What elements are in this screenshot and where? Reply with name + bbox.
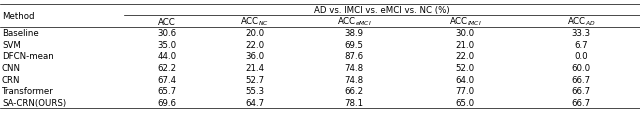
Text: 77.0: 77.0 bbox=[456, 87, 474, 96]
Text: 69.6: 69.6 bbox=[157, 98, 176, 107]
Text: 74.8: 74.8 bbox=[344, 64, 364, 73]
Text: DFCN-mean: DFCN-mean bbox=[2, 52, 54, 61]
Text: 62.2: 62.2 bbox=[157, 64, 176, 73]
Text: 6.7: 6.7 bbox=[574, 40, 588, 49]
Text: CRN: CRN bbox=[2, 75, 20, 84]
Text: 30.6: 30.6 bbox=[157, 29, 176, 38]
Text: 20.0: 20.0 bbox=[245, 29, 264, 38]
Text: 30.0: 30.0 bbox=[456, 29, 474, 38]
Text: $\mathrm{ACC}_{NC}$: $\mathrm{ACC}_{NC}$ bbox=[241, 16, 269, 28]
Text: 87.6: 87.6 bbox=[344, 52, 364, 61]
Text: 55.3: 55.3 bbox=[245, 87, 264, 96]
Text: AD vs. lMCI vs. eMCI vs. NC (%): AD vs. lMCI vs. eMCI vs. NC (%) bbox=[314, 6, 449, 15]
Text: SA-CRN(OURS): SA-CRN(OURS) bbox=[2, 98, 66, 107]
Text: 66.7: 66.7 bbox=[572, 98, 590, 107]
Text: 52.0: 52.0 bbox=[456, 64, 474, 73]
Text: $\mathrm{ACC}_{AD}$: $\mathrm{ACC}_{AD}$ bbox=[566, 16, 595, 28]
Text: 36.0: 36.0 bbox=[245, 52, 264, 61]
Text: 22.0: 22.0 bbox=[456, 52, 474, 61]
Text: 66.7: 66.7 bbox=[572, 75, 590, 84]
Text: 65.7: 65.7 bbox=[157, 87, 176, 96]
Text: 65.0: 65.0 bbox=[456, 98, 474, 107]
Text: Method: Method bbox=[2, 12, 35, 21]
Text: 66.2: 66.2 bbox=[344, 87, 364, 96]
Text: 0.0: 0.0 bbox=[574, 52, 588, 61]
Text: Transformer: Transformer bbox=[2, 87, 54, 96]
Text: 38.9: 38.9 bbox=[344, 29, 364, 38]
Text: 67.4: 67.4 bbox=[157, 75, 176, 84]
Text: 66.7: 66.7 bbox=[572, 87, 590, 96]
Text: CNN: CNN bbox=[2, 64, 21, 73]
Text: 74.8: 74.8 bbox=[344, 75, 364, 84]
Text: 69.5: 69.5 bbox=[344, 40, 364, 49]
Text: $\mathrm{ACC}_{lMCI}$: $\mathrm{ACC}_{lMCI}$ bbox=[449, 16, 481, 28]
Text: 64.0: 64.0 bbox=[456, 75, 474, 84]
Text: Baseline: Baseline bbox=[2, 29, 38, 38]
Text: 22.0: 22.0 bbox=[245, 40, 264, 49]
Text: 64.7: 64.7 bbox=[245, 98, 264, 107]
Text: 44.0: 44.0 bbox=[157, 52, 176, 61]
Text: 33.3: 33.3 bbox=[572, 29, 590, 38]
Text: 35.0: 35.0 bbox=[157, 40, 176, 49]
Text: $\mathrm{ACC}_{eMCI}$: $\mathrm{ACC}_{eMCI}$ bbox=[337, 16, 371, 28]
Text: ACC: ACC bbox=[158, 17, 175, 26]
Text: 21.4: 21.4 bbox=[245, 64, 264, 73]
Text: 52.7: 52.7 bbox=[245, 75, 264, 84]
Text: SVM: SVM bbox=[2, 40, 20, 49]
Text: 21.0: 21.0 bbox=[456, 40, 474, 49]
Text: 60.0: 60.0 bbox=[572, 64, 590, 73]
Text: 78.1: 78.1 bbox=[344, 98, 364, 107]
